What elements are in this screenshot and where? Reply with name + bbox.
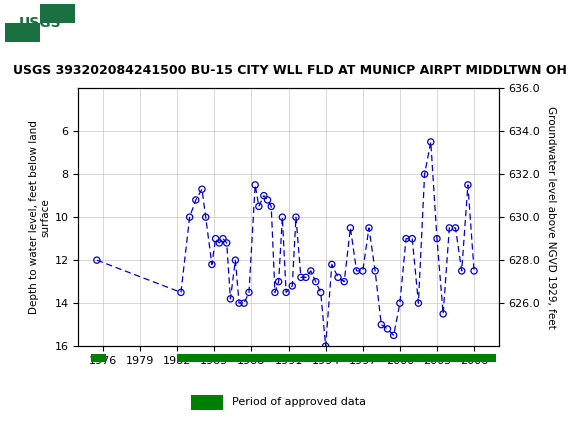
Y-axis label: Groundwater level above NGVD 1929, feet: Groundwater level above NGVD 1929, feet <box>546 106 556 329</box>
Point <box>339 278 349 285</box>
Point <box>401 235 411 242</box>
Point <box>197 186 206 193</box>
Point <box>414 300 423 307</box>
Point <box>185 214 194 221</box>
Point <box>231 257 240 264</box>
Point <box>176 289 186 296</box>
Point <box>352 267 361 274</box>
Point <box>259 192 269 199</box>
Point <box>311 278 320 285</box>
Point <box>278 214 287 221</box>
Point <box>92 257 101 264</box>
Bar <box>328 354 496 362</box>
Text: USGS 393202084241500 BU-15 CITY WLL FLD AT MUNICP AIRPT MIDDLTWN OH: USGS 393202084241500 BU-15 CITY WLL FLD … <box>13 64 567 77</box>
Point <box>201 214 211 221</box>
Bar <box>5 22 40 42</box>
Point <box>426 138 436 145</box>
Point <box>316 289 325 296</box>
Point <box>327 261 336 268</box>
Point <box>364 224 374 231</box>
Point <box>270 289 280 296</box>
Y-axis label: Depth to water level, feet below land
surface: Depth to water level, feet below land su… <box>28 120 50 314</box>
Point <box>408 235 417 242</box>
Bar <box>191 395 223 409</box>
Point <box>288 283 297 289</box>
Point <box>321 343 330 350</box>
Point <box>457 267 466 274</box>
Point <box>296 274 306 281</box>
Point <box>191 197 201 203</box>
Point <box>218 235 227 242</box>
Point <box>234 300 244 307</box>
Point <box>207 261 216 268</box>
Point <box>281 289 291 296</box>
Point <box>334 274 343 281</box>
Point <box>240 300 249 307</box>
Point <box>215 240 224 246</box>
Bar <box>177 354 328 362</box>
Point <box>383 326 392 332</box>
Bar <box>40 3 75 22</box>
Point <box>358 267 367 274</box>
Point <box>251 181 260 188</box>
Bar <box>90 354 106 362</box>
Point <box>438 310 448 317</box>
Point <box>274 278 283 285</box>
Point <box>226 295 235 302</box>
Point <box>420 171 429 178</box>
Point <box>291 214 300 221</box>
Bar <box>5 3 75 42</box>
Point <box>263 197 272 203</box>
Point <box>395 300 404 307</box>
Point <box>301 274 310 281</box>
Point <box>451 224 460 231</box>
Text: USGS: USGS <box>19 15 61 30</box>
Point <box>371 267 380 274</box>
Point <box>376 321 386 328</box>
Point <box>346 224 355 231</box>
Point <box>211 235 220 242</box>
Point <box>469 267 478 274</box>
Point <box>306 267 316 274</box>
Point <box>432 235 441 242</box>
Point <box>244 289 253 296</box>
Text: Period of approved data: Period of approved data <box>232 397 366 407</box>
Point <box>222 240 231 246</box>
Point <box>267 203 276 210</box>
Point <box>445 224 454 231</box>
Point <box>254 203 263 210</box>
Point <box>389 332 398 339</box>
Point <box>463 181 473 188</box>
